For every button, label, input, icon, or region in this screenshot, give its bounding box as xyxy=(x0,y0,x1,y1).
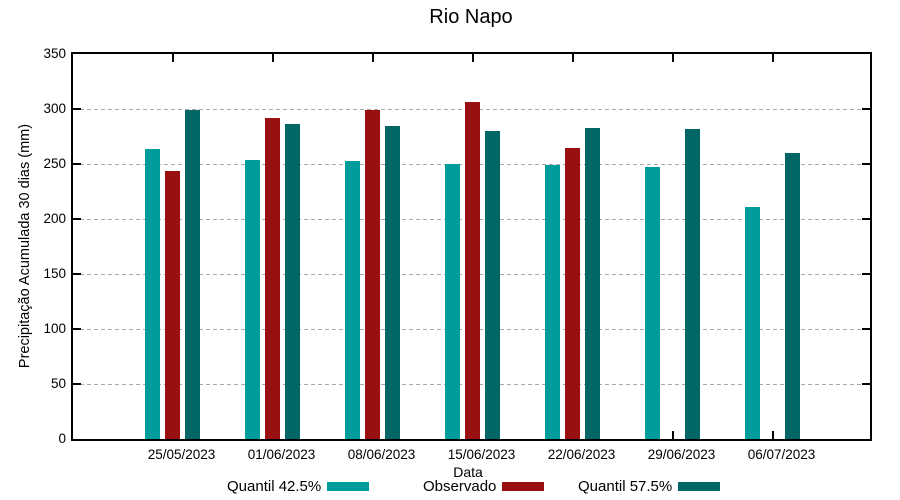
bar xyxy=(685,128,700,439)
bar xyxy=(785,153,800,439)
bar xyxy=(165,170,180,439)
bar xyxy=(185,110,200,439)
bar xyxy=(145,148,160,439)
x-tick-label: 15/06/2023 xyxy=(447,447,516,462)
x-tick-bottom xyxy=(771,431,774,439)
x-tick-label: 29/06/2023 xyxy=(647,447,716,462)
x-tick-top xyxy=(571,54,574,62)
y-tick-left xyxy=(73,108,81,110)
y-tick-left xyxy=(73,383,81,385)
legend-swatch xyxy=(502,482,545,491)
x-axis-label: Data xyxy=(453,464,483,480)
bar xyxy=(285,124,300,439)
bar xyxy=(585,127,600,439)
y-tick-label: 150 xyxy=(43,266,66,281)
legend-swatch xyxy=(327,482,370,491)
y-tick-label: 350 xyxy=(43,46,66,61)
legend-label: Observado xyxy=(423,478,497,495)
y-tick-left xyxy=(73,273,81,275)
bar xyxy=(565,147,580,439)
x-tick-label: 25/05/2023 xyxy=(147,447,216,462)
legend-label: Quantil 42.5% xyxy=(227,478,322,495)
y-tick-left xyxy=(73,163,81,165)
x-tick-top xyxy=(771,54,774,62)
y-tick-label: 300 xyxy=(43,101,66,116)
y-tick-right xyxy=(862,328,870,330)
bar xyxy=(485,131,500,439)
plot-area xyxy=(71,52,872,441)
bar xyxy=(265,117,280,439)
chart-title: Rio Napo xyxy=(429,6,513,28)
plot-inner xyxy=(73,54,870,439)
y-tick-left xyxy=(73,328,81,330)
x-tick-top xyxy=(271,54,274,62)
x-tick-top xyxy=(671,54,674,62)
legend-entry: Quantil 57.5% xyxy=(578,478,721,495)
legend-entry: Observado xyxy=(423,478,545,495)
x-tick-label: 06/07/2023 xyxy=(747,447,816,462)
x-tick-label: 08/06/2023 xyxy=(347,447,416,462)
y-tick-left xyxy=(73,218,81,220)
bar xyxy=(345,160,360,439)
bar xyxy=(545,165,560,439)
x-tick-top xyxy=(471,54,474,62)
y-tick-right xyxy=(862,273,870,275)
bar xyxy=(465,102,480,439)
x-tick-label: 01/06/2023 xyxy=(247,447,316,462)
y-tick-label: 0 xyxy=(58,431,66,446)
bar xyxy=(245,159,260,439)
legend-entry: Quantil 42.5% xyxy=(227,478,370,495)
y-tick-right xyxy=(862,163,870,165)
y-tick-label: 200 xyxy=(43,211,66,226)
y-tick-right xyxy=(862,218,870,220)
bar xyxy=(385,125,400,439)
x-tick-top xyxy=(371,54,374,62)
bar xyxy=(745,206,760,439)
x-tick-label: 22/06/2023 xyxy=(547,447,616,462)
y-tick-label: 250 xyxy=(43,156,66,171)
y-tick-right xyxy=(862,108,870,110)
legend-label: Quantil 57.5% xyxy=(578,478,673,495)
legend-swatch xyxy=(678,482,721,491)
bar xyxy=(645,167,660,439)
y-tick-label: 50 xyxy=(50,376,66,391)
bar xyxy=(445,164,460,439)
y-tick-right xyxy=(862,383,870,385)
x-tick-top xyxy=(171,54,174,62)
y-tick-label: 100 xyxy=(43,321,66,336)
x-tick-bottom xyxy=(671,431,674,439)
bar xyxy=(365,110,380,439)
